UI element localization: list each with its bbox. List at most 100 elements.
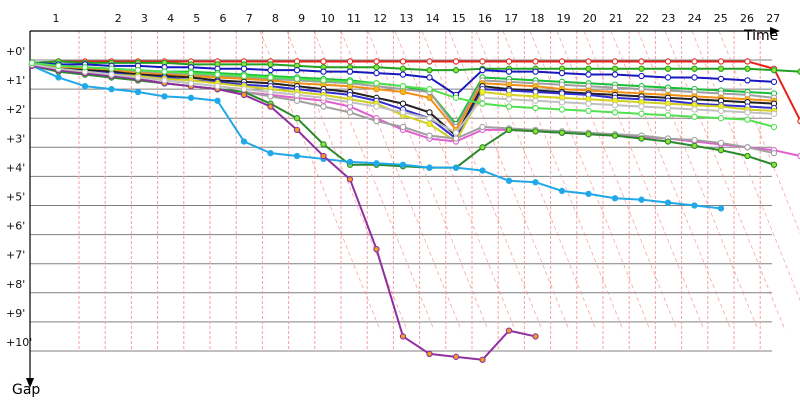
pit-line [664,30,786,331]
data-point [664,112,672,119]
data-point [267,74,274,81]
data-point [797,118,800,125]
data-point [532,97,539,104]
x-tick-label: 1 [53,12,60,25]
data-point [426,164,433,171]
pit-line [394,30,516,331]
data-point [452,129,460,136]
pit-line [421,30,543,331]
data-point [664,65,672,72]
data-point [611,71,619,78]
x-tick-label: 3 [141,12,148,25]
x-tick-label: 21 [609,12,623,25]
data-point [346,158,354,165]
y-tick-label: +8' [6,278,25,291]
data-point [744,152,751,160]
x-tick-label: 17 [504,12,518,25]
data-point [744,116,751,123]
data-point [717,205,725,212]
data-point [320,77,327,84]
x-tick-label: 26 [740,12,754,25]
data-point [479,94,486,101]
data-point [134,74,142,81]
data-point [267,67,274,74]
data-point [611,58,619,65]
data-point [664,138,672,145]
data-point [214,71,221,78]
data-point [161,93,168,100]
data-point [479,356,486,363]
data-point [532,128,539,135]
x-tick-label: 22 [635,12,649,25]
data-point [585,65,592,72]
pit-line [259,30,381,331]
data-point [426,109,433,116]
data-point [346,176,354,183]
data-point [797,152,800,160]
data-point [346,58,354,65]
data-point [452,58,460,65]
data-point [426,115,433,122]
data-point [452,135,460,142]
data-point [81,64,89,71]
y-tick-label: +3' [6,132,25,145]
series-16 [28,59,778,131]
x-tick-label: 10 [321,12,335,25]
data-point [479,67,486,74]
y-tick-label: +5' [6,191,25,204]
data-point [373,245,380,253]
data-point [691,142,698,149]
data-point [293,152,301,160]
series-14 [28,62,539,363]
data-point [346,109,354,116]
pit-line [313,30,435,331]
data-point [479,144,486,151]
pit-line [529,30,651,331]
data-point [240,85,248,93]
data-point [505,96,513,103]
series-line [31,60,800,122]
data-point [638,65,645,72]
data-point [240,72,248,80]
data-point [691,58,698,65]
data-point [346,68,354,75]
data-point [558,129,566,136]
x-tick-label: 19 [557,12,571,25]
series-line [31,64,536,361]
data-point [744,109,751,116]
x-tick-label: 20 [583,12,597,25]
x-tick-label: 18 [530,12,544,25]
data-point [108,85,115,93]
data-point [558,69,566,77]
data-point [611,109,619,116]
data-point [426,74,433,81]
data-point [187,69,195,77]
data-point [399,88,407,96]
data-point [399,83,407,90]
data-point [81,83,89,90]
data-point [638,103,645,110]
x-tick-label: 15 [452,12,466,25]
data-point [399,58,407,65]
data-point [505,103,513,110]
pit-line [583,30,705,331]
data-point [638,135,645,142]
data-point [293,75,301,83]
pit-line [691,30,800,302]
data-point [770,161,778,168]
data-point [744,58,751,65]
data-point [134,88,142,96]
x-tick-label: 23 [661,12,675,25]
data-point [426,94,433,101]
y-tick-label: +7' [6,249,25,262]
data-point [505,126,513,133]
data-point [55,74,62,81]
data-point [479,88,486,96]
data-point [770,110,778,117]
data-point [108,65,115,72]
data-point [399,333,407,340]
data-point [558,99,566,106]
data-point [770,78,778,85]
data-point [293,97,301,104]
data-point [452,67,460,74]
